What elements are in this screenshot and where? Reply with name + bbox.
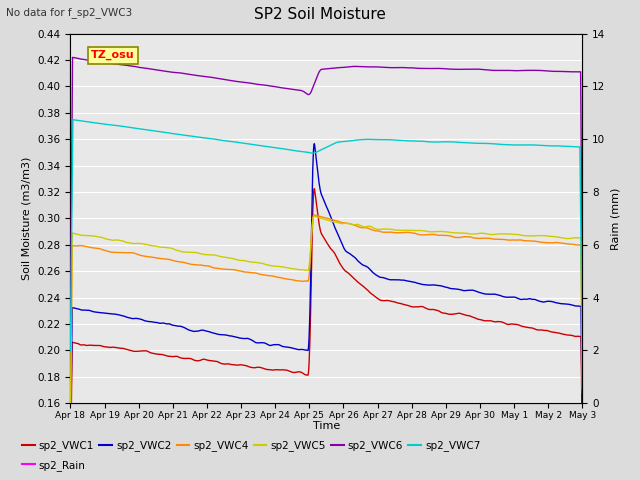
Legend: sp2_Rain: sp2_Rain [18,456,90,475]
Text: No data for f_sp2_VWC3: No data for f_sp2_VWC3 [6,7,132,18]
X-axis label: Time: Time [313,421,340,431]
Legend: sp2_VWC1, sp2_VWC2, sp2_VWC4, sp2_VWC5, sp2_VWC6, sp2_VWC7: sp2_VWC1, sp2_VWC2, sp2_VWC4, sp2_VWC5, … [18,436,484,456]
Text: SP2 Soil Moisture: SP2 Soil Moisture [254,7,386,22]
Y-axis label: Soil Moisture (m3/m3): Soil Moisture (m3/m3) [22,156,32,280]
Y-axis label: Raim (mm): Raim (mm) [611,187,621,250]
Text: TZ_osu: TZ_osu [91,50,134,60]
